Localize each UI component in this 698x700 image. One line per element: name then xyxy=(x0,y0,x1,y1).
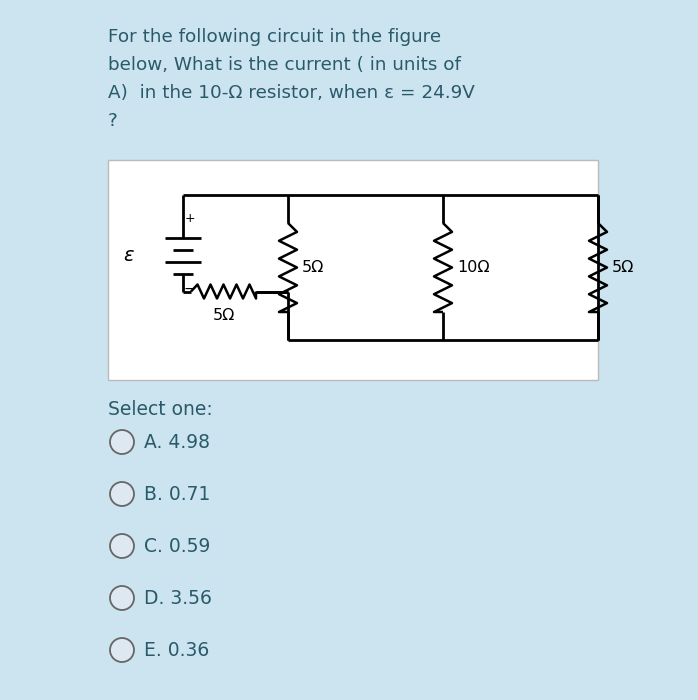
Text: B. 0.71: B. 0.71 xyxy=(144,484,210,503)
Circle shape xyxy=(110,534,134,558)
Circle shape xyxy=(110,430,134,454)
Text: A)  in the 10-Ω resistor, when ε = 24.9V: A) in the 10-Ω resistor, when ε = 24.9V xyxy=(108,84,475,102)
Text: 5Ω: 5Ω xyxy=(212,307,235,323)
FancyBboxPatch shape xyxy=(10,10,688,690)
Text: For the following circuit in the figure: For the following circuit in the figure xyxy=(108,28,441,46)
Text: A. 4.98: A. 4.98 xyxy=(144,433,210,452)
Circle shape xyxy=(110,482,134,506)
FancyBboxPatch shape xyxy=(108,160,598,380)
Circle shape xyxy=(110,586,134,610)
Text: ?: ? xyxy=(108,112,118,130)
Text: 5Ω: 5Ω xyxy=(302,260,325,275)
Text: below, What is the current ( in units of: below, What is the current ( in units of xyxy=(108,56,461,74)
Circle shape xyxy=(110,638,134,662)
Text: 10Ω: 10Ω xyxy=(457,260,489,275)
Text: C. 0.59: C. 0.59 xyxy=(144,536,210,556)
Text: Select one:: Select one: xyxy=(108,400,213,419)
Text: D. 3.56: D. 3.56 xyxy=(144,589,212,608)
Text: E. 0.36: E. 0.36 xyxy=(144,640,209,659)
Text: 5Ω: 5Ω xyxy=(612,260,634,275)
Text: −: − xyxy=(184,281,195,295)
Text: +: + xyxy=(185,213,195,225)
Text: ε: ε xyxy=(123,246,133,265)
